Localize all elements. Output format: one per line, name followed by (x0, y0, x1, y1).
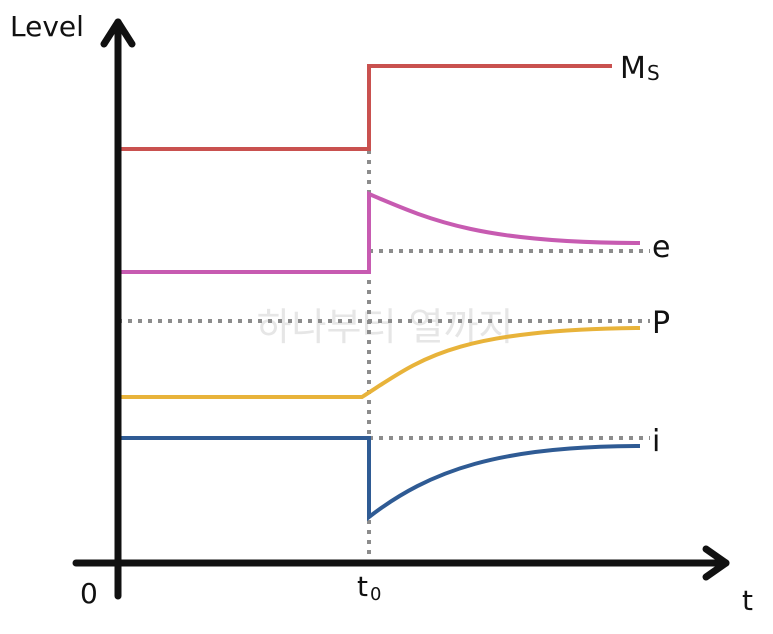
guide-lines (118, 150, 650, 562)
e-label: e (652, 230, 670, 265)
t0-label: t 0 (357, 570, 381, 605)
origin-label: 0 (80, 577, 98, 610)
x-axis-arrowhead (702, 545, 730, 581)
ms-curve (118, 64, 612, 151)
i-label: i (652, 424, 660, 459)
t0-label-subscript: 0 (370, 584, 381, 605)
axes (72, 18, 730, 600)
p-curve (118, 326, 641, 399)
ms-label: M S (620, 51, 660, 86)
x-axis-label: t (742, 584, 753, 617)
i-curve (118, 436, 641, 522)
ms-label-main: M (620, 51, 646, 86)
watermark-text: 하나부터 열까지 (257, 305, 514, 349)
y-axis-arrowhead (100, 18, 136, 48)
ms-label-subscript: S (647, 61, 660, 85)
y-axis-label: Level (10, 10, 84, 43)
t0-label-main: t (357, 570, 368, 603)
e-curve (118, 190, 641, 274)
p-label: P (652, 306, 670, 341)
